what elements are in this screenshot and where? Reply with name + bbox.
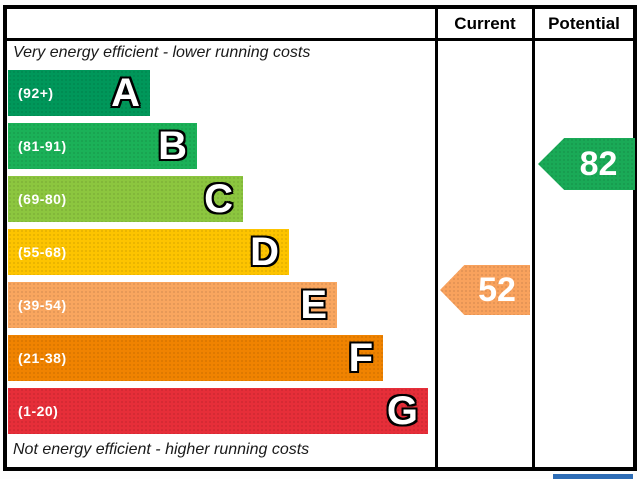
current-column-divider <box>435 9 438 467</box>
band-row-b: (81-91) B <box>8 123 197 169</box>
band-range-label: (81-91) <box>18 138 67 154</box>
band-row-f: (21-38) F <box>8 335 383 381</box>
band-letter: B <box>158 124 187 168</box>
band-range-label: (55-68) <box>18 244 67 260</box>
top-caption: Very energy efficient - lower running co… <box>13 44 311 61</box>
band-letter: E <box>300 283 327 327</box>
band-letter: G <box>386 389 418 433</box>
band-range-label: (1-20) <box>18 403 59 419</box>
potential-column-header: Potential <box>548 14 620 33</box>
band-row-a: (92+) A <box>8 70 150 116</box>
current-column-header: Current <box>454 14 516 33</box>
band-range-label: (21-38) <box>18 350 67 366</box>
band-row-e: (39-54) E <box>8 282 337 328</box>
band-letter: D <box>250 230 279 274</box>
current-rating-value: 52 <box>478 270 516 309</box>
band-row-d: (55-68) D <box>8 229 289 275</box>
band-letter: A <box>111 71 140 115</box>
header-divider-line <box>7 38 633 41</box>
band-row-c: (69-80) C <box>8 176 243 222</box>
band-range-label: (69-80) <box>18 191 67 207</box>
potential-column-divider <box>532 9 535 467</box>
bottom-caption: Not energy efficient - higher running co… <box>13 441 310 458</box>
band-letter: F <box>348 336 373 380</box>
band-row-g: (1-20) G <box>8 388 428 434</box>
band-range-label: (39-54) <box>18 297 67 313</box>
bottom-blue-bar <box>553 474 633 479</box>
band-letter: C <box>204 177 233 221</box>
potential-rating-value: 82 <box>579 144 618 183</box>
band-range-label: (92+) <box>18 85 54 101</box>
